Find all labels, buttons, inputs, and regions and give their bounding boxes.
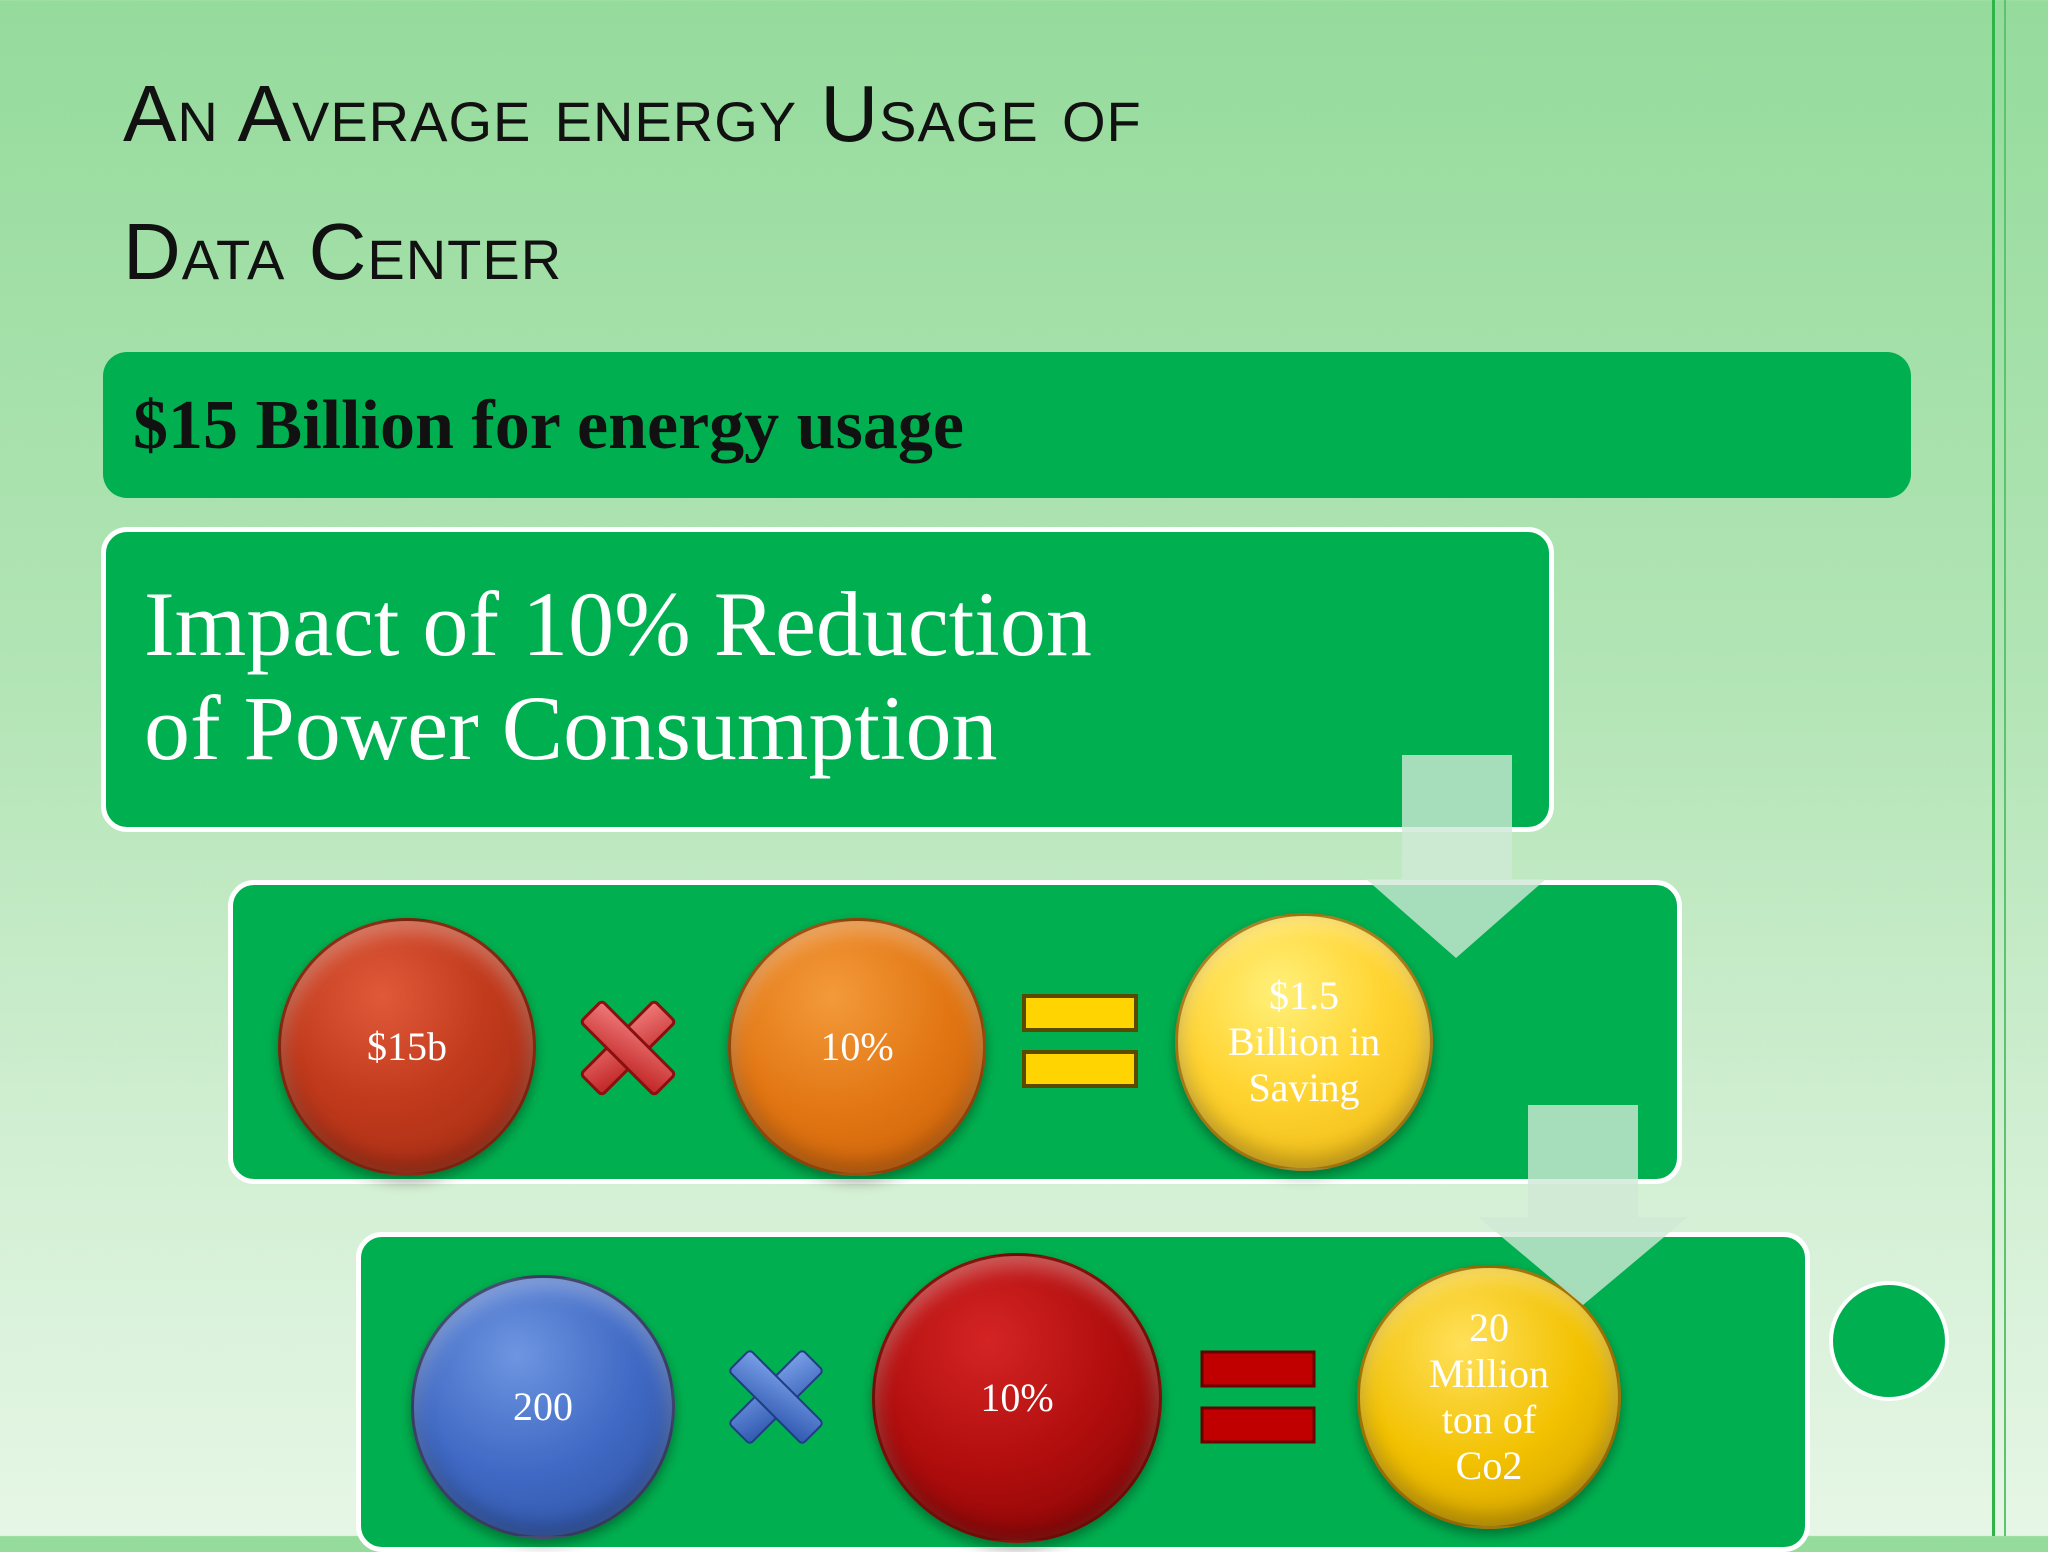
- co2-result-text: 20 Million ton of Co2: [1429, 1305, 1549, 1489]
- slide-title: An Average energy Usage of Data Center: [123, 45, 1823, 321]
- impact-text: Impact of 10% Reduction of Power Consump…: [144, 572, 1092, 780]
- energy-usage-banner: $15 Billion for energy usage: [103, 352, 1911, 498]
- right-edge-line: [1992, 0, 1995, 1536]
- connector-circle: [1829, 1281, 1949, 1401]
- title-line-1: An Average energy Usage of: [123, 69, 1142, 158]
- title-line-2: Data Center: [123, 207, 563, 296]
- multiply-icon-blue: [729, 1350, 823, 1444]
- circle-200: 200: [411, 1275, 675, 1539]
- saving-line-2: Billion in: [1227, 1019, 1381, 1064]
- impact-line-2: of Power Consumption: [144, 677, 998, 779]
- circle-200-label: 200: [513, 1384, 573, 1429]
- impact-line-1: Impact of 10% Reduction: [144, 573, 1092, 675]
- saving-result-text: $1.5 Billion in Saving: [1228, 973, 1380, 1111]
- co2-line-4: Co2: [1455, 1443, 1523, 1488]
- co2-line-3: ton of: [1441, 1397, 1537, 1442]
- multiply-icon: [580, 1000, 676, 1096]
- right-edge-line-inner: [2004, 0, 2006, 1536]
- equals-icon: [1022, 994, 1138, 1088]
- circle-10-percent: 10%: [728, 918, 986, 1176]
- down-arrow-2: [1478, 1105, 1688, 1305]
- co2-line-2: Million: [1428, 1351, 1550, 1396]
- circle-10-percent-co2-label: 10%: [980, 1375, 1054, 1420]
- saving-line-3: Saving: [1248, 1065, 1360, 1110]
- circle-saving-result: $1.5 Billion in Saving: [1175, 913, 1433, 1171]
- saving-line-1: $1.5: [1269, 973, 1339, 1018]
- equals-icon-red: [1200, 1350, 1316, 1444]
- circle-10-percent-co2: 10%: [872, 1253, 1162, 1543]
- circle-15b: $15b: [278, 918, 536, 1176]
- banner-text: $15 Billion for energy usage: [133, 387, 964, 464]
- circle-co2-result: 20 Million ton of Co2: [1357, 1265, 1621, 1529]
- co2-line-1: 20: [1469, 1305, 1509, 1350]
- down-arrow-1: [1366, 755, 1546, 958]
- impact-box: Impact of 10% Reduction of Power Consump…: [101, 527, 1554, 832]
- circle-15b-label: $15b: [367, 1024, 447, 1069]
- circle-10-percent-label: 10%: [820, 1024, 894, 1069]
